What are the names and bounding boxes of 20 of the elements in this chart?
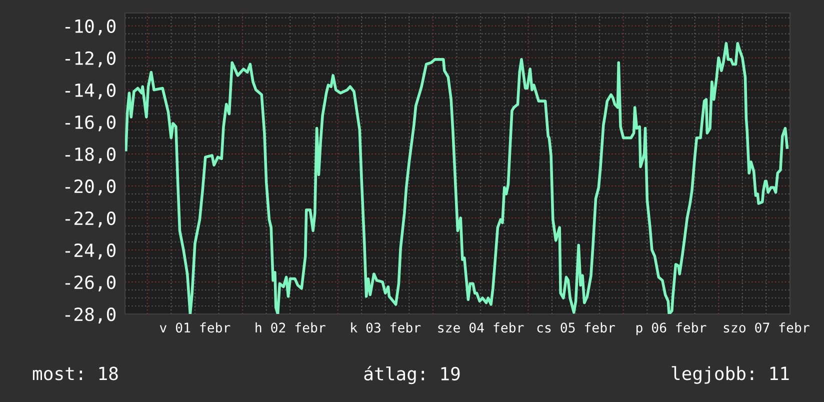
y-tick-label: -24,0 <box>65 243 116 260</box>
x-tick-label: p 06 febr <box>636 322 706 336</box>
text: átlag: 19 <box>364 366 460 384</box>
y-tick-label: -12,0 <box>65 51 116 68</box>
y-tick-label: -16,0 <box>65 115 116 132</box>
y-tick-label: -18,0 <box>65 147 116 164</box>
y-tick-label: -20,0 <box>65 179 116 196</box>
x-tick-label: cs 05 febr <box>537 322 615 333</box>
y-tick-label: -28,0 <box>65 308 116 324</box>
y-tick-label: -10,0 <box>65 19 116 36</box>
text: legjobb: 11 <box>672 366 789 384</box>
x-tick-label: h 02 febr <box>256 322 326 333</box>
x-tick-label: v 01 febr <box>160 322 230 333</box>
y-tick-label: -14,0 <box>65 83 116 100</box>
y-tick-label: -22,0 <box>65 211 116 228</box>
x-tick-label: k 03 febr <box>351 322 421 333</box>
x-tick-label: sze 04 febr <box>438 322 524 333</box>
y-tick-label: -26,0 <box>65 275 116 292</box>
text: most: 18 <box>32 366 118 380</box>
x-tick-label: szo 07 febr <box>724 322 810 333</box>
